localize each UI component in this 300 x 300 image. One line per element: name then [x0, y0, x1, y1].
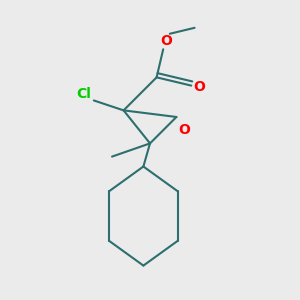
Text: O: O — [194, 80, 206, 94]
Text: O: O — [160, 34, 172, 48]
Text: Cl: Cl — [76, 87, 92, 101]
Text: O: O — [179, 123, 190, 137]
